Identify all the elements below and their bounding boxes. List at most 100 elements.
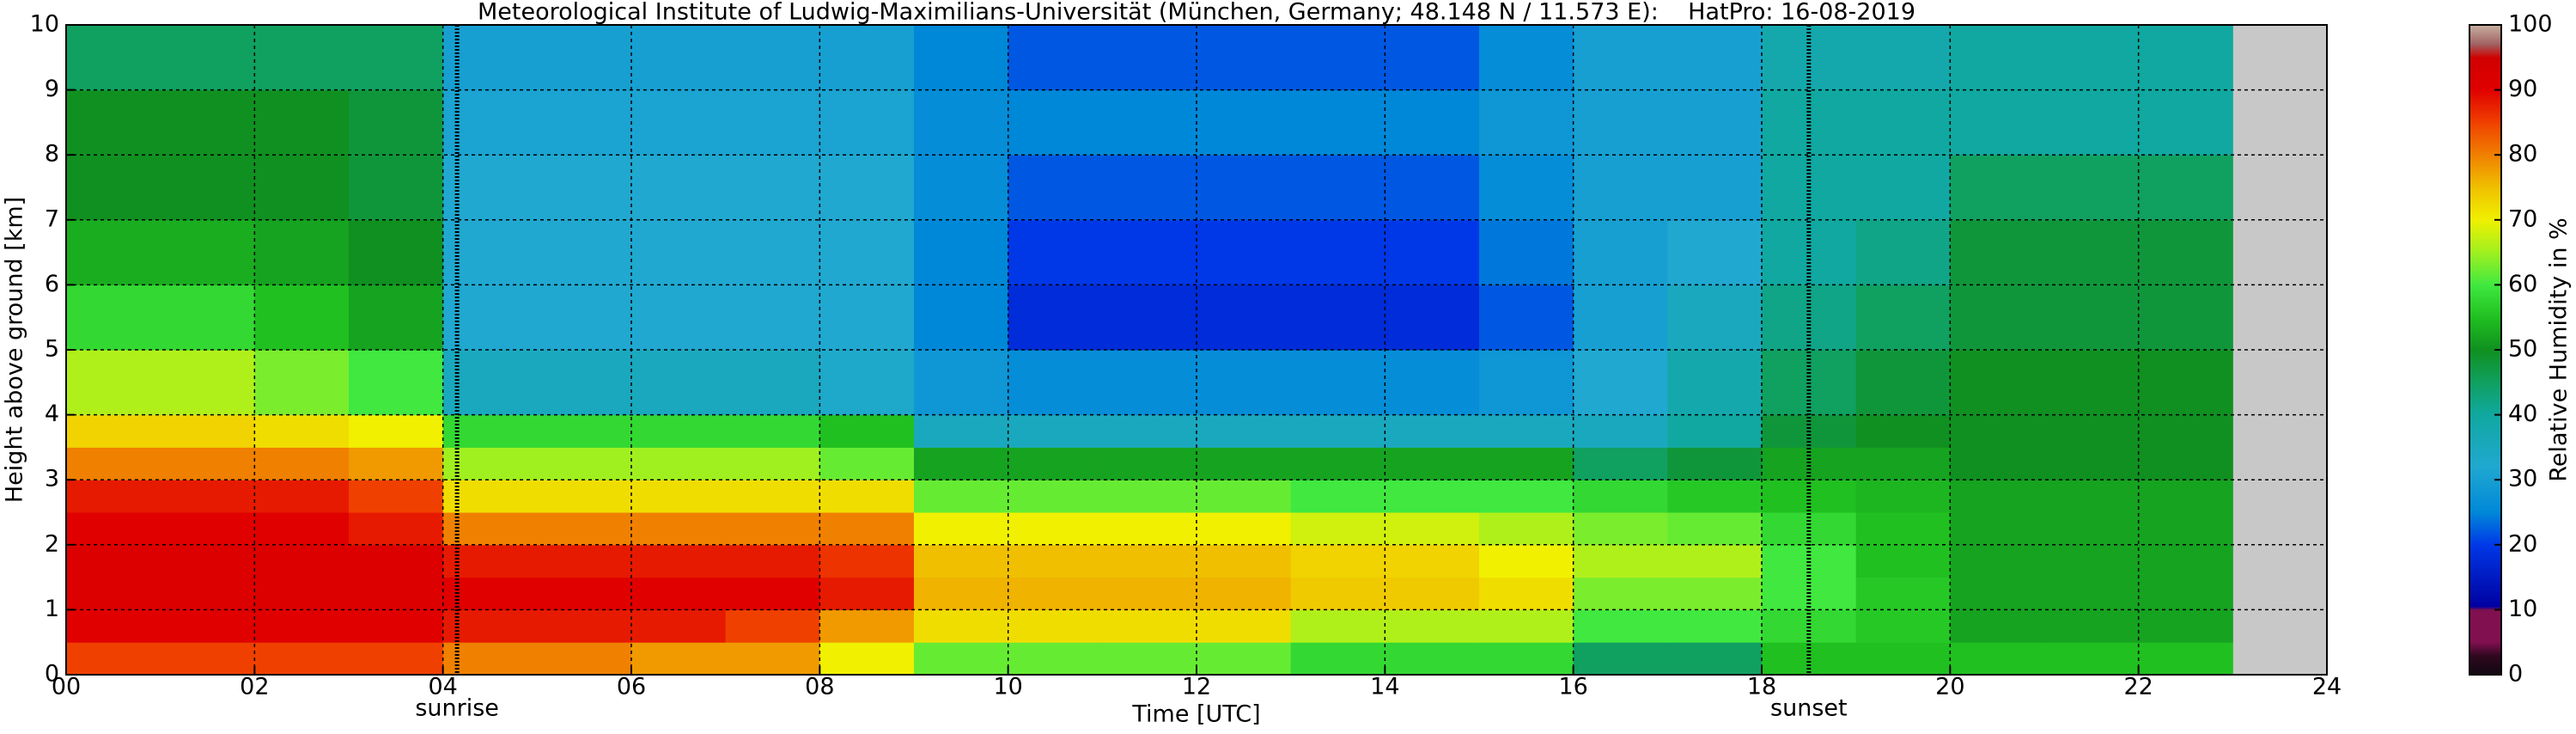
cell — [725, 155, 820, 221]
cell — [254, 219, 350, 285]
cell — [66, 89, 161, 156]
cell — [725, 25, 820, 91]
cell — [537, 350, 632, 416]
colorbar-segment — [2469, 414, 2501, 468]
cell — [1008, 219, 1103, 285]
cell — [1855, 512, 1951, 546]
cell — [2138, 89, 2233, 156]
cell — [1008, 544, 1103, 578]
cell — [2044, 414, 2140, 448]
cell — [1008, 480, 1103, 513]
cell — [1385, 25, 1480, 91]
cell — [349, 447, 444, 480]
cell — [537, 447, 632, 480]
cell — [725, 512, 820, 546]
cell — [631, 642, 727, 676]
colorbar-segment — [2469, 350, 2501, 383]
cell — [631, 219, 727, 285]
cell — [631, 480, 727, 513]
colorbar-segment — [2469, 284, 2501, 318]
cell — [914, 89, 1009, 156]
cell — [725, 414, 820, 448]
cell — [819, 284, 915, 351]
cell — [2138, 350, 2233, 416]
cell — [725, 219, 820, 285]
y-tick-label: 7 — [45, 205, 59, 232]
cell — [1667, 350, 1763, 416]
cell — [1008, 284, 1103, 351]
cell — [2044, 577, 2140, 610]
cell — [2138, 480, 2233, 513]
cell — [819, 609, 915, 643]
colorbar-tick-label: 80 — [2508, 141, 2537, 168]
cell — [349, 642, 444, 676]
cell — [2138, 25, 2233, 91]
cell — [1667, 25, 1763, 91]
cell — [1667, 219, 1763, 285]
cell — [1008, 350, 1103, 416]
cell — [1197, 609, 1292, 643]
chart-title: Meteorological Institute of Ludwig-Maxim… — [478, 0, 1915, 26]
cell — [1385, 219, 1480, 285]
cell — [254, 544, 350, 578]
cell — [537, 284, 632, 351]
cell — [1385, 577, 1480, 610]
cell — [537, 609, 632, 643]
cell — [2044, 512, 2140, 546]
cell — [1667, 480, 1763, 513]
cell — [160, 544, 255, 578]
cell — [254, 155, 350, 221]
cell — [2138, 219, 2233, 285]
y-tick-label: 8 — [45, 141, 59, 168]
cell — [2044, 447, 2140, 480]
colorbar-segment — [2469, 317, 2501, 351]
cell — [1102, 155, 1197, 221]
cell — [1950, 480, 2045, 513]
cell — [537, 219, 632, 285]
cell — [1385, 544, 1480, 578]
cell — [631, 414, 727, 448]
cell — [349, 512, 444, 546]
cell — [254, 350, 350, 416]
colorbar-segment — [2469, 655, 2501, 676]
cell — [1950, 284, 2045, 351]
colorbar-tick-label: 60 — [2508, 271, 2537, 297]
cell — [631, 512, 727, 546]
y-tick-label: 5 — [45, 336, 59, 363]
cell — [1573, 25, 1668, 91]
cell — [66, 577, 161, 610]
cell — [1197, 642, 1292, 676]
cell — [1479, 609, 1574, 643]
cell — [2138, 284, 2233, 351]
cell — [160, 89, 255, 156]
cell — [1667, 544, 1763, 578]
x-tick-label: 18 — [1747, 674, 1776, 700]
cell — [1573, 284, 1668, 351]
cell — [2138, 447, 2233, 480]
cell — [1102, 219, 1197, 285]
cell — [1290, 642, 1385, 676]
cell — [160, 219, 255, 285]
cell — [725, 89, 820, 156]
cell — [1950, 25, 2045, 91]
x-tick-label: 12 — [1182, 674, 1211, 700]
cell — [254, 447, 350, 480]
colorbar-segment — [2469, 467, 2501, 513]
cell — [1102, 89, 1197, 156]
cell — [349, 480, 444, 513]
cell — [1102, 480, 1197, 513]
cell — [1950, 512, 2045, 546]
cell — [160, 284, 255, 351]
cell — [1950, 577, 2045, 610]
cell — [2044, 25, 2140, 91]
cell — [1008, 25, 1103, 91]
cell — [254, 642, 350, 676]
cell — [1385, 642, 1480, 676]
cell — [1573, 447, 1668, 480]
cell — [2044, 350, 2140, 416]
cell — [1667, 414, 1763, 448]
cell — [349, 414, 444, 448]
cell — [1855, 480, 1951, 513]
cell — [1008, 447, 1103, 480]
